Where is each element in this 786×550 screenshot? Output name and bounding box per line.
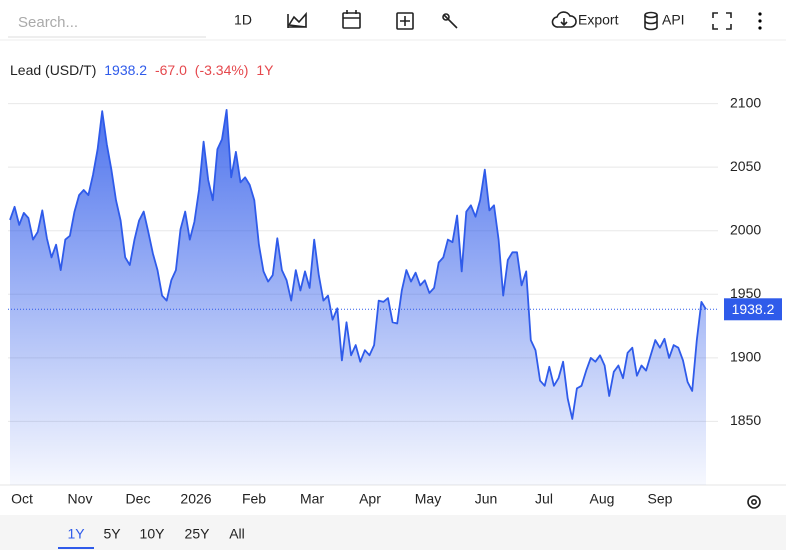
search-box[interactable]: Search... xyxy=(8,14,206,38)
legend-series-name: Lead (USD/T) xyxy=(10,62,96,78)
range-bar xyxy=(0,515,786,550)
area-fill xyxy=(10,109,706,486)
more-menu-icon[interactable] xyxy=(758,12,762,30)
legend-price: 1938.2 xyxy=(104,62,147,78)
legend-change-pct: (-3.34%) xyxy=(195,62,249,78)
legend-change: -67.0 xyxy=(155,62,187,78)
legend: Lead (USD/T) 1938.2 -67.0 (-3.34%) 1Y xyxy=(10,62,274,78)
add-icon[interactable] xyxy=(396,12,414,30)
chart-type-icon[interactable] xyxy=(287,11,307,28)
y-tick-label: 1950 xyxy=(730,285,761,301)
x-tick-label: Apr xyxy=(359,491,381,507)
x-tick-label: Jul xyxy=(535,491,553,507)
last-price-tag xyxy=(724,298,782,321)
interval-button[interactable]: 1D xyxy=(234,12,252,28)
x-tick-label: Sep xyxy=(648,491,673,507)
x-tick-label: Dec xyxy=(126,491,151,507)
y-tick-label: 2000 xyxy=(730,221,761,237)
last-price-label: 1938.2 xyxy=(732,301,775,317)
x-tick-label: Mar xyxy=(300,491,324,507)
search-placeholder[interactable]: Search... xyxy=(18,14,78,31)
range-buttons: 1Y 5Y 10Y 25Y All xyxy=(58,526,245,549)
api-button[interactable]: API xyxy=(644,11,685,31)
export-label[interactable]: Export xyxy=(578,12,619,28)
x-tick-label: Oct xyxy=(11,491,33,507)
x-tick-label: 2026 xyxy=(180,491,211,507)
range-button[interactable]: 25Y xyxy=(185,526,211,542)
x-tick-label: Jun xyxy=(475,491,498,507)
legend-row: Lead (USD/T) 1938.2 -67.0 (-3.34%) 1Y xyxy=(10,62,274,78)
plot: 1850 1900 1950 2000 2050 2100 1938.2 Oct Nov Dec 2… xyxy=(0,39,786,507)
price-line xyxy=(9,109,707,420)
x-tick-label: May xyxy=(415,491,441,507)
api-label[interactable]: API xyxy=(662,12,685,28)
calendar-icon[interactable] xyxy=(342,10,361,29)
export-button[interactable]: Export xyxy=(551,11,619,28)
range-button[interactable]: 1Y xyxy=(67,526,85,542)
x-tick-label: Nov xyxy=(68,491,93,507)
y-tick-label: 2100 xyxy=(730,94,761,110)
x-tick-label: Aug xyxy=(590,491,615,507)
legend-period: 1Y xyxy=(256,62,274,78)
fullscreen-icon[interactable] xyxy=(712,12,732,30)
y-tick-label: 1900 xyxy=(730,349,761,365)
range-button[interactable]: 10Y xyxy=(140,526,166,542)
y-tick-label: 1850 xyxy=(730,412,761,428)
chart-settings-icon[interactable] xyxy=(747,495,761,509)
range-button[interactable]: All xyxy=(229,526,245,542)
y-tick-label: 2050 xyxy=(730,158,761,174)
range-button[interactable]: 5Y xyxy=(103,526,121,542)
settings-wrench-icon[interactable] xyxy=(442,13,458,29)
x-tick-label: Feb xyxy=(242,491,266,507)
